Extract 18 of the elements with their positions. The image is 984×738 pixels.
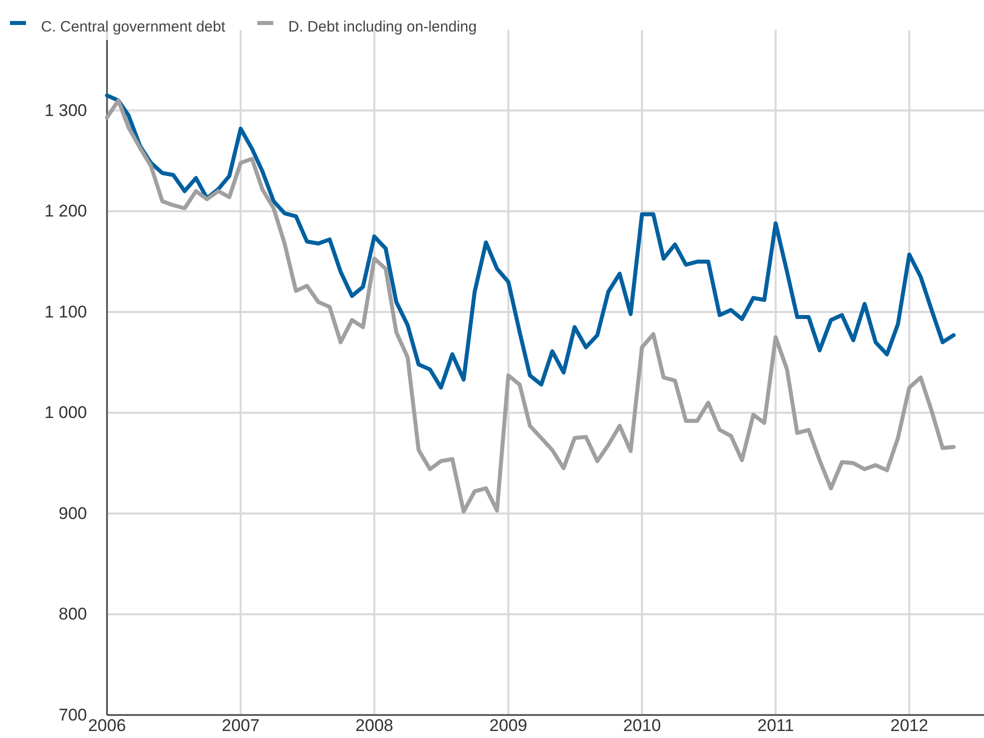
x-tick-label: 2009 [489, 716, 528, 736]
y-tick-label: 800 [58, 604, 87, 624]
y-tick-label: 1 200 [44, 202, 87, 221]
y-tick-label: 700 [58, 705, 87, 724]
y-tick-label: 1 300 [44, 100, 87, 120]
y-tick-label: 1 100 [44, 302, 87, 322]
x-tick-label: 2011 [757, 716, 794, 736]
legend-label: C. Central government debt [41, 18, 226, 36]
x-tick-label: 2008 [355, 716, 394, 736]
x-tick-label: 2006 [88, 716, 126, 736]
line-series [105, 98, 956, 514]
line-series [105, 93, 956, 390]
y-tick-label: 900 [58, 504, 87, 523]
y-tick-label: 1 000 [44, 403, 87, 422]
legend-label: D. Debt including on-lending [288, 18, 477, 36]
x-tick-label: 2012 [890, 716, 928, 736]
x-tick-label: 2007 [222, 716, 260, 736]
x-tick-label: 2010 [623, 716, 661, 736]
